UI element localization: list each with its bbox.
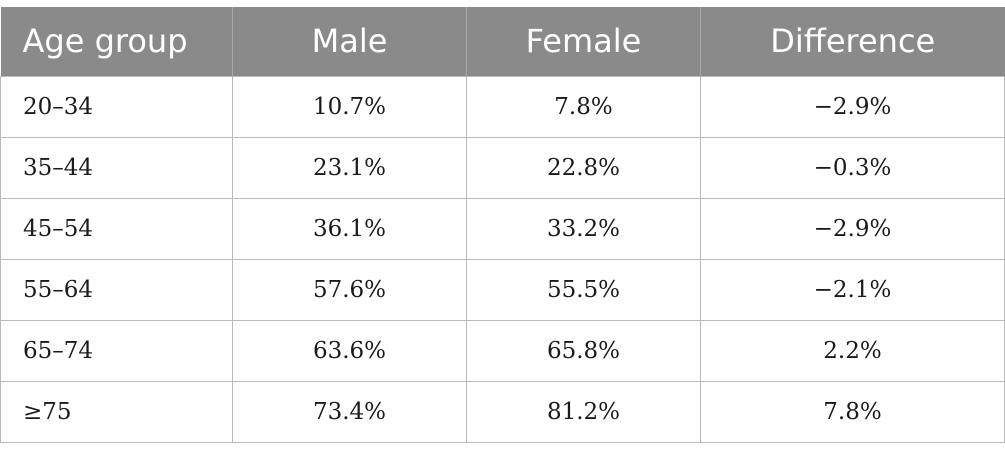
cell-age-group: 45–54: [0, 197, 233, 260]
header-male: Male: [232, 7, 467, 76]
cell-male: 57.6%: [232, 258, 467, 321]
cell-age-group: 65–74: [0, 319, 233, 382]
data-table-container: Age group Male Female Difference 20–34 1…: [0, 7, 1005, 443]
cell-male: 10.7%: [232, 75, 467, 138]
cell-female: 7.8%: [466, 75, 701, 138]
cell-female: 33.2%: [466, 197, 701, 260]
cell-difference: 7.8%: [700, 380, 1005, 443]
cell-male: 23.1%: [232, 136, 467, 199]
table-row: 55–64 57.6% 55.5% −2.1%: [0, 258, 1005, 321]
cell-age-group: 35–44: [0, 136, 233, 199]
table-row: 35–44 23.1% 22.8% −0.3%: [0, 136, 1005, 199]
table-row: 45–54 36.1% 33.2% −2.9%: [0, 197, 1005, 260]
cell-female: 81.2%: [466, 380, 701, 443]
age-group-table: Age group Male Female Difference 20–34 1…: [0, 7, 1005, 443]
table-row: ≥75 73.4% 81.2% 7.8%: [0, 380, 1005, 443]
table-row: 20–34 10.7% 7.8% −2.9%: [0, 75, 1005, 138]
cell-age-group: 20–34: [0, 75, 233, 138]
cell-male: 63.6%: [232, 319, 467, 382]
cell-female: 55.5%: [466, 258, 701, 321]
cell-age-group: 55–64: [0, 258, 233, 321]
cell-female: 65.8%: [466, 319, 701, 382]
cell-difference: −2.9%: [700, 197, 1005, 260]
cell-male: 36.1%: [232, 197, 467, 260]
cell-difference: −2.9%: [700, 75, 1005, 138]
header-female: Female: [466, 7, 701, 76]
header-difference: Difference: [700, 7, 1005, 76]
cell-difference: 2.2%: [700, 319, 1005, 382]
table-row: 65–74 63.6% 65.8% 2.2%: [0, 319, 1005, 382]
header-row: Age group Male Female Difference: [0, 7, 1005, 76]
cell-female: 22.8%: [466, 136, 701, 199]
header-age-group: Age group: [22, 22, 188, 61]
cell-difference: −0.3%: [700, 136, 1005, 199]
cell-age-group: ≥75: [0, 380, 233, 443]
cell-male: 73.4%: [232, 380, 467, 443]
cell-difference: −2.1%: [700, 258, 1005, 321]
